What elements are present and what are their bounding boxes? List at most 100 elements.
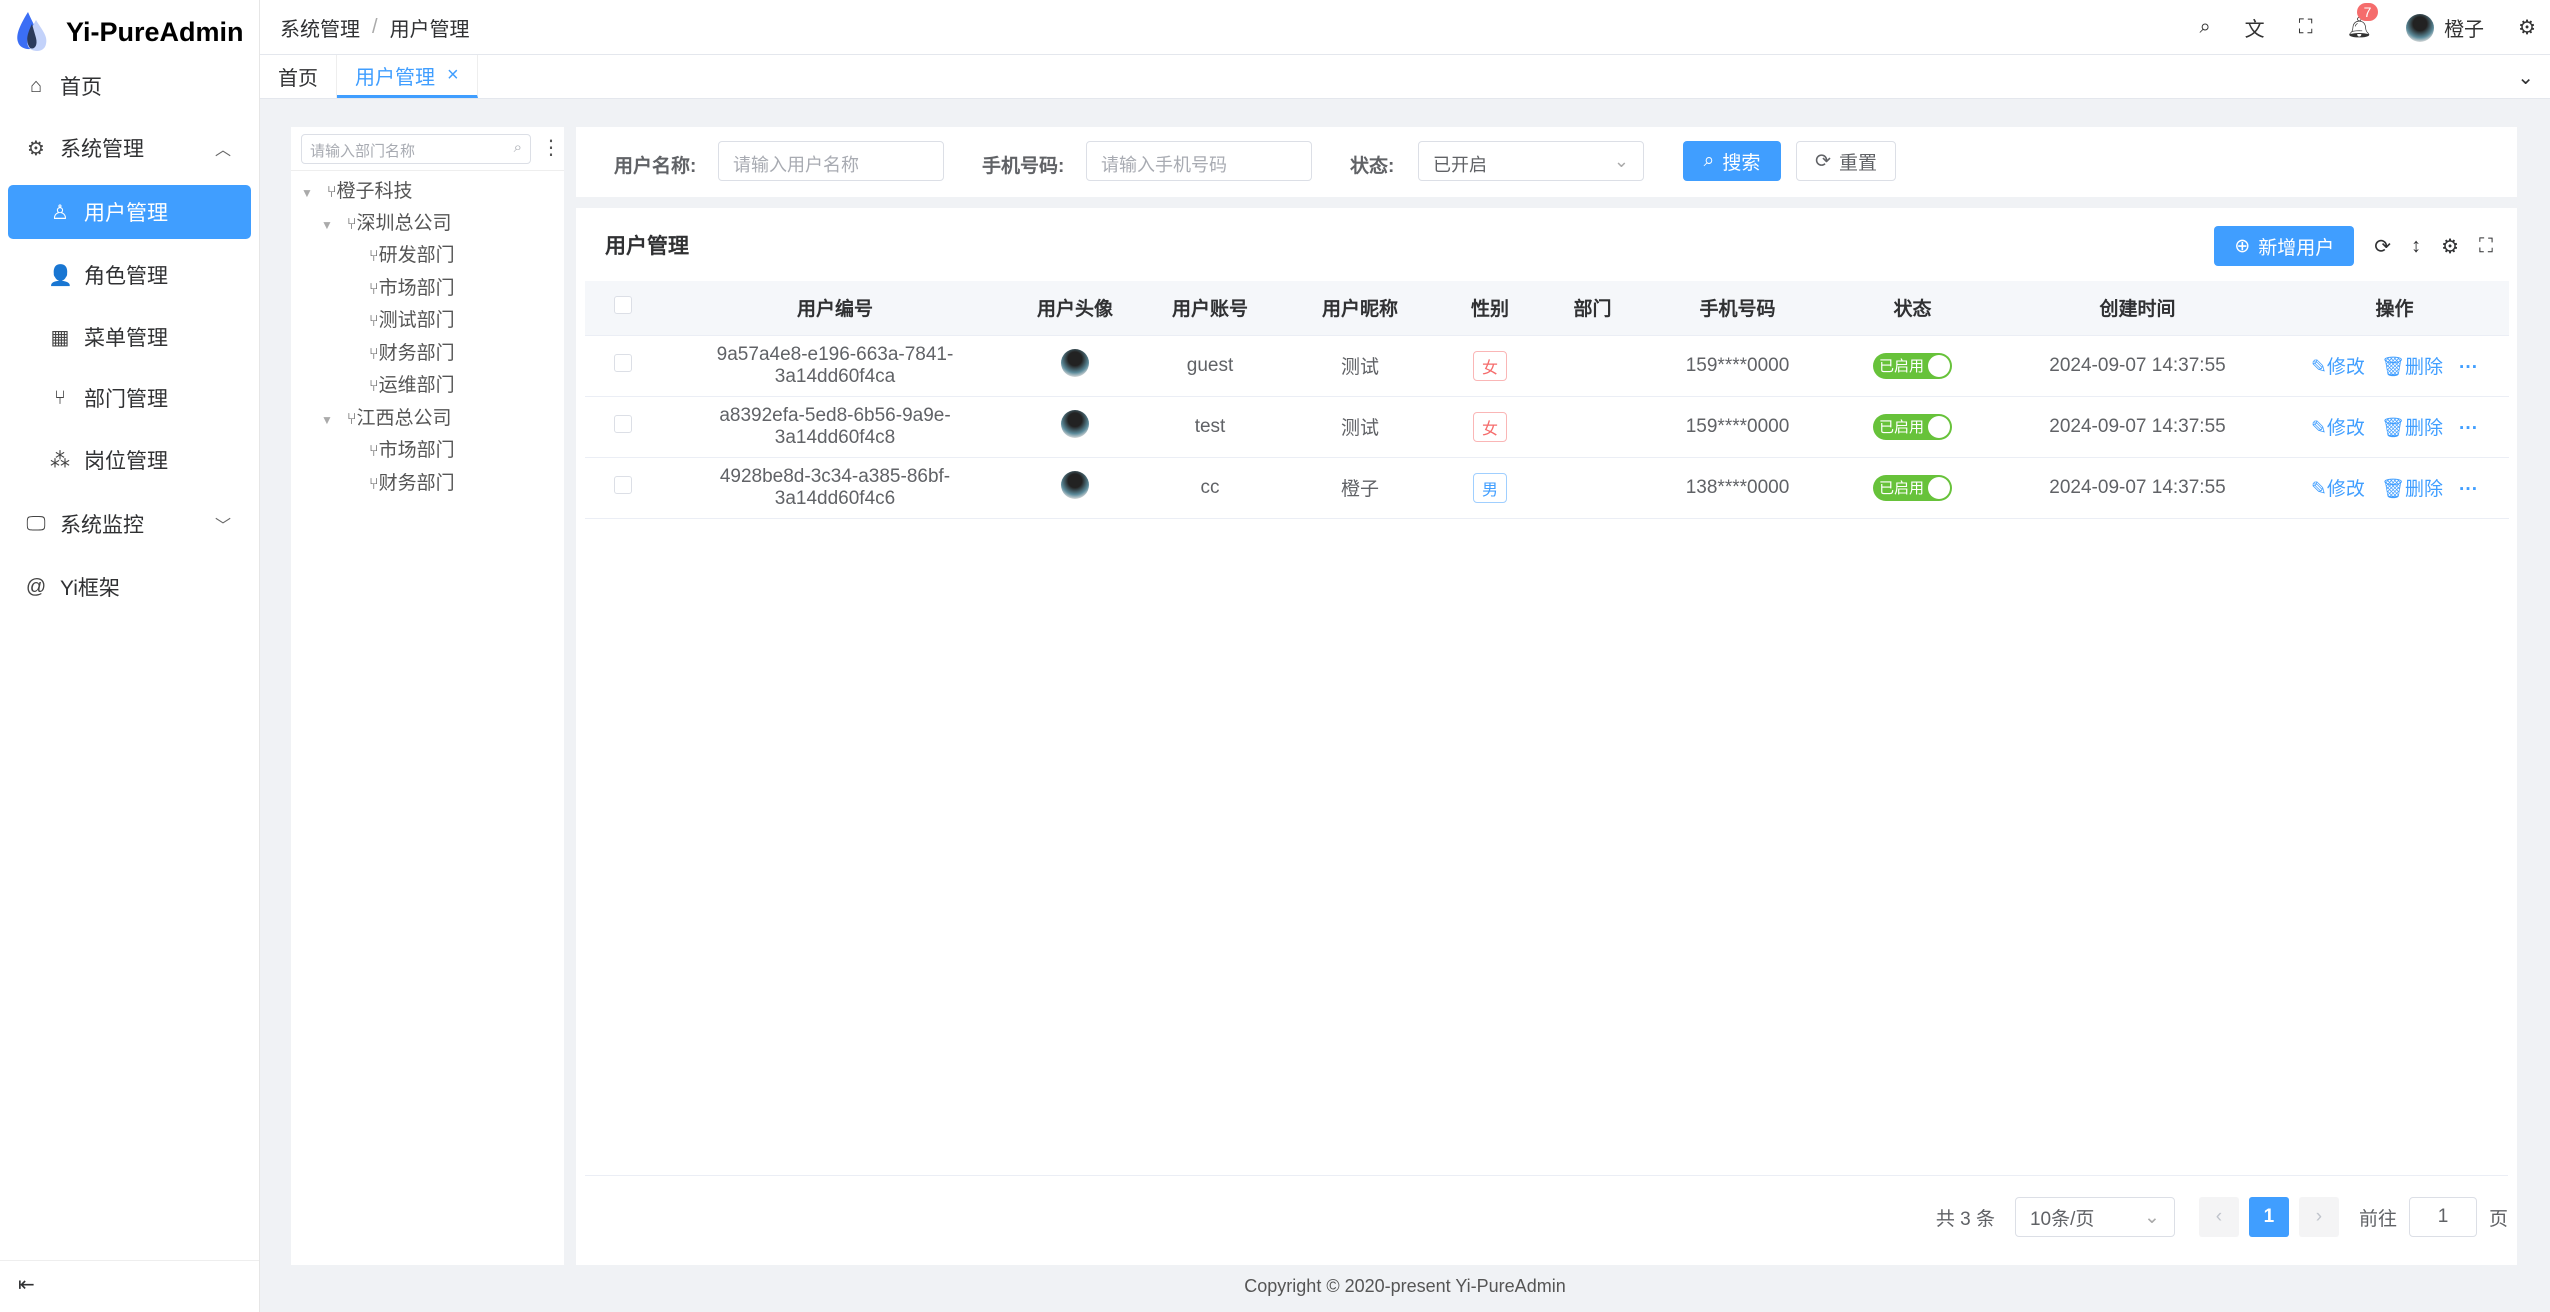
- delete-button[interactable]: 🗑︎删除: [2380, 357, 2444, 378]
- tree-node[interactable]: ⑂市场部门: [369, 435, 455, 462]
- sidebar-item-menus[interactable]: ▦ 菜单管理: [8, 310, 251, 364]
- username-input[interactable]: 请输入用户名称: [718, 141, 944, 181]
- tab-users[interactable]: 用户管理 ×: [337, 55, 478, 98]
- density-icon[interactable]: ↕: [2411, 234, 2422, 257]
- tree-node-label: 市场部门: [378, 440, 455, 461]
- table-row: 9a57a4e8-e196-663a-7841-3a14dd60f4ca gue…: [585, 335, 2509, 397]
- fullscreen-icon[interactable]: ⛶: [2479, 234, 2493, 257]
- tree-node[interactable]: ▼ ⑂深圳总公司: [321, 213, 452, 234]
- branch-icon: ⑂: [369, 313, 379, 330]
- user-menu[interactable]: 橙子: [2406, 13, 2484, 42]
- settings-icon[interactable]: ⚙: [2518, 17, 2536, 39]
- user-dept: [1540, 335, 1645, 397]
- sidebar-item-system[interactable]: ⚙ 系统管理 ︿: [8, 121, 251, 175]
- sidebar-item-home[interactable]: ⌂ 首页: [8, 59, 251, 113]
- status-switch[interactable]: 已启用: [1872, 352, 1952, 379]
- goto-page-input[interactable]: 1: [2408, 1197, 2477, 1237]
- sidebar-item-label: 角色管理: [84, 265, 168, 288]
- more-icon[interactable]: ···: [2459, 479, 2479, 500]
- sidebar-item-posts[interactable]: ⁂ 岗位管理: [8, 433, 251, 487]
- tree-node[interactable]: ⑂运维部门: [369, 370, 455, 397]
- status-switch[interactable]: 已启用: [1872, 413, 1952, 440]
- branch-icon: ⑂: [54, 386, 66, 409]
- edit-button[interactable]: ✎修改: [2310, 479, 2365, 500]
- page-size-select[interactable]: 10条/页 ⌄: [2014, 1197, 2175, 1237]
- table-header-row: 用户编号 用户头像 用户账号 用户昵称 性别 部门 手机号码 状态 创建时间 操…: [585, 281, 2509, 336]
- button-label: 新增用户: [2258, 237, 2335, 259]
- branch-icon: ⑂: [369, 346, 379, 363]
- row-checkbox[interactable]: [585, 457, 660, 519]
- tree-node-label: 财务部门: [378, 343, 455, 364]
- column-header: 用户编号: [660, 281, 1010, 336]
- user-dept: [1540, 396, 1645, 458]
- close-icon[interactable]: ×: [447, 63, 459, 86]
- add-user-button[interactable]: ⊕ 新增用户: [2214, 226, 2355, 266]
- next-page-button[interactable]: ›: [2298, 1197, 2339, 1237]
- sidebar-item-label: Yi框架: [60, 577, 120, 600]
- tree-node[interactable]: ⑂测试部门: [369, 305, 455, 332]
- gear-icon: ⚙: [27, 137, 45, 160]
- actions-cell: ✎修改 🗑︎删除 ···: [2280, 396, 2509, 458]
- tree-node[interactable]: ⑂财务部门: [369, 468, 455, 495]
- column-header: 用户账号: [1140, 281, 1280, 336]
- gender-tag: 女: [1472, 411, 1507, 442]
- refresh-icon[interactable]: ⟳: [2374, 235, 2392, 258]
- status-select[interactable]: 已开启 ⌄: [1418, 141, 1644, 181]
- edit-button[interactable]: ✎修改: [2310, 357, 2365, 378]
- delete-button[interactable]: 🗑︎删除: [2380, 418, 2444, 439]
- sidebar-item-monitor[interactable]: 🖵 系统监控 ﹀: [8, 497, 251, 551]
- tab-bar: 首页 用户管理 × ⌄: [260, 55, 2550, 99]
- logo-icon: [17, 12, 47, 51]
- row-checkbox[interactable]: [585, 396, 660, 458]
- more-icon[interactable]: ···: [2459, 418, 2479, 439]
- search-icon[interactable]: ⌕: [2199, 16, 2211, 38]
- tree-node-label: 江西总公司: [356, 408, 452, 429]
- tree-node[interactable]: ⑂研发部门: [369, 240, 455, 267]
- fullscreen-icon[interactable]: ⛶: [2298, 16, 2313, 38]
- more-vertical-icon[interactable]: ⋮: [541, 137, 561, 159]
- tree-node[interactable]: ⑂财务部门: [369, 338, 455, 365]
- edit-button[interactable]: ✎修改: [2310, 418, 2365, 439]
- user-nickname: 测试: [1280, 335, 1440, 397]
- user-account: cc: [1140, 457, 1280, 519]
- status-switch[interactable]: 已启用: [1872, 474, 1952, 501]
- chevron-down-icon[interactable]: ⌄: [2517, 67, 2534, 89]
- dept-search-input[interactable]: 请输入部门名称 ⌕: [301, 134, 531, 164]
- search-form: 用户名称: 请输入用户名称 手机号码: 请输入手机号码 状态: 已开启 ⌄ ⌕ 搜索…: [576, 127, 2517, 197]
- tree-node[interactable]: ▼ ⑂橙子科技: [301, 181, 413, 202]
- row-checkbox[interactable]: [585, 335, 660, 397]
- user-nickname: 橙子: [1280, 457, 1440, 519]
- tree-node-label: 橙子科技: [336, 181, 413, 202]
- more-icon[interactable]: ···: [2459, 357, 2479, 378]
- tree-node-label: 市场部门: [378, 278, 455, 299]
- branch-icon: ⑂: [346, 216, 357, 233]
- sidebar-item-label: 用户管理: [84, 202, 168, 225]
- placeholder: 请输入部门名称: [310, 143, 416, 160]
- reset-button[interactable]: ⟳ 重置: [1796, 141, 1896, 181]
- collapse-sidebar-icon[interactable]: ⇤: [18, 1274, 35, 1296]
- translate-icon[interactable]: 文: [2244, 19, 2265, 41]
- breadcrumb-item[interactable]: 系统管理: [280, 18, 360, 41]
- sidebar-item-depts[interactable]: ⑂ 部门管理: [8, 371, 251, 425]
- username: 橙子: [2444, 19, 2485, 41]
- search-button[interactable]: ⌕ 搜索: [1683, 141, 1781, 181]
- bell-icon[interactable]: 🔔︎ 7: [2347, 3, 2379, 40]
- tree-node[interactable]: ▼ ⑂江西总公司: [321, 408, 452, 429]
- column-settings-icon[interactable]: ⚙: [2441, 235, 2459, 258]
- tree-node[interactable]: ⑂市场部门: [369, 273, 455, 300]
- gender-tag: 男: [1472, 472, 1507, 503]
- user-avatar-cell: [1010, 396, 1140, 458]
- user-avatar-cell: [1010, 457, 1140, 519]
- select-all-checkbox[interactable]: [585, 281, 660, 336]
- prev-page-button[interactable]: ‹: [2198, 1197, 2239, 1237]
- delete-button[interactable]: 🗑︎删除: [2380, 479, 2444, 500]
- sidebar-item-yi[interactable]: @ Yi框架: [8, 560, 251, 614]
- phone-input[interactable]: 请输入手机号码: [1086, 141, 1312, 181]
- actions-cell: ✎修改 🗑︎删除 ···: [2280, 335, 2509, 397]
- logo[interactable]: Yi-PureAdmin: [14, 10, 244, 54]
- tab-home[interactable]: 首页: [260, 55, 337, 98]
- page-number-button[interactable]: 1: [2248, 1197, 2289, 1237]
- sidebar-item-users[interactable]: ♙ 用户管理: [8, 185, 251, 239]
- tree-node-label: 研发部门: [378, 245, 455, 266]
- sidebar-item-roles[interactable]: 👤 角色管理: [8, 248, 251, 302]
